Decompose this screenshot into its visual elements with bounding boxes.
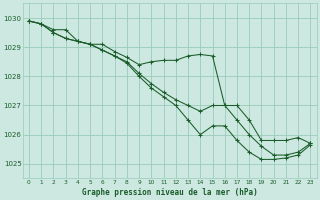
X-axis label: Graphe pression niveau de la mer (hPa): Graphe pression niveau de la mer (hPa) [82,188,258,197]
